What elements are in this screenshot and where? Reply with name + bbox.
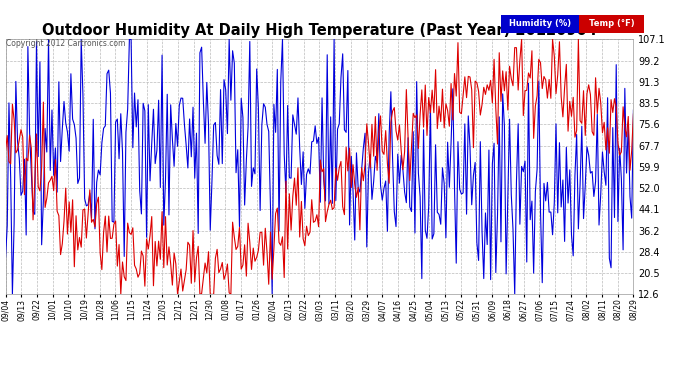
Text: Copyright 2012 Cartronics.com: Copyright 2012 Cartronics.com <box>6 39 125 48</box>
Title: Outdoor Humidity At Daily High Temperature (Past Year) 20120904: Outdoor Humidity At Daily High Temperatu… <box>42 23 597 38</box>
Text: Humidity (%): Humidity (%) <box>509 20 571 28</box>
Text: Temp (°F): Temp (°F) <box>589 20 635 28</box>
